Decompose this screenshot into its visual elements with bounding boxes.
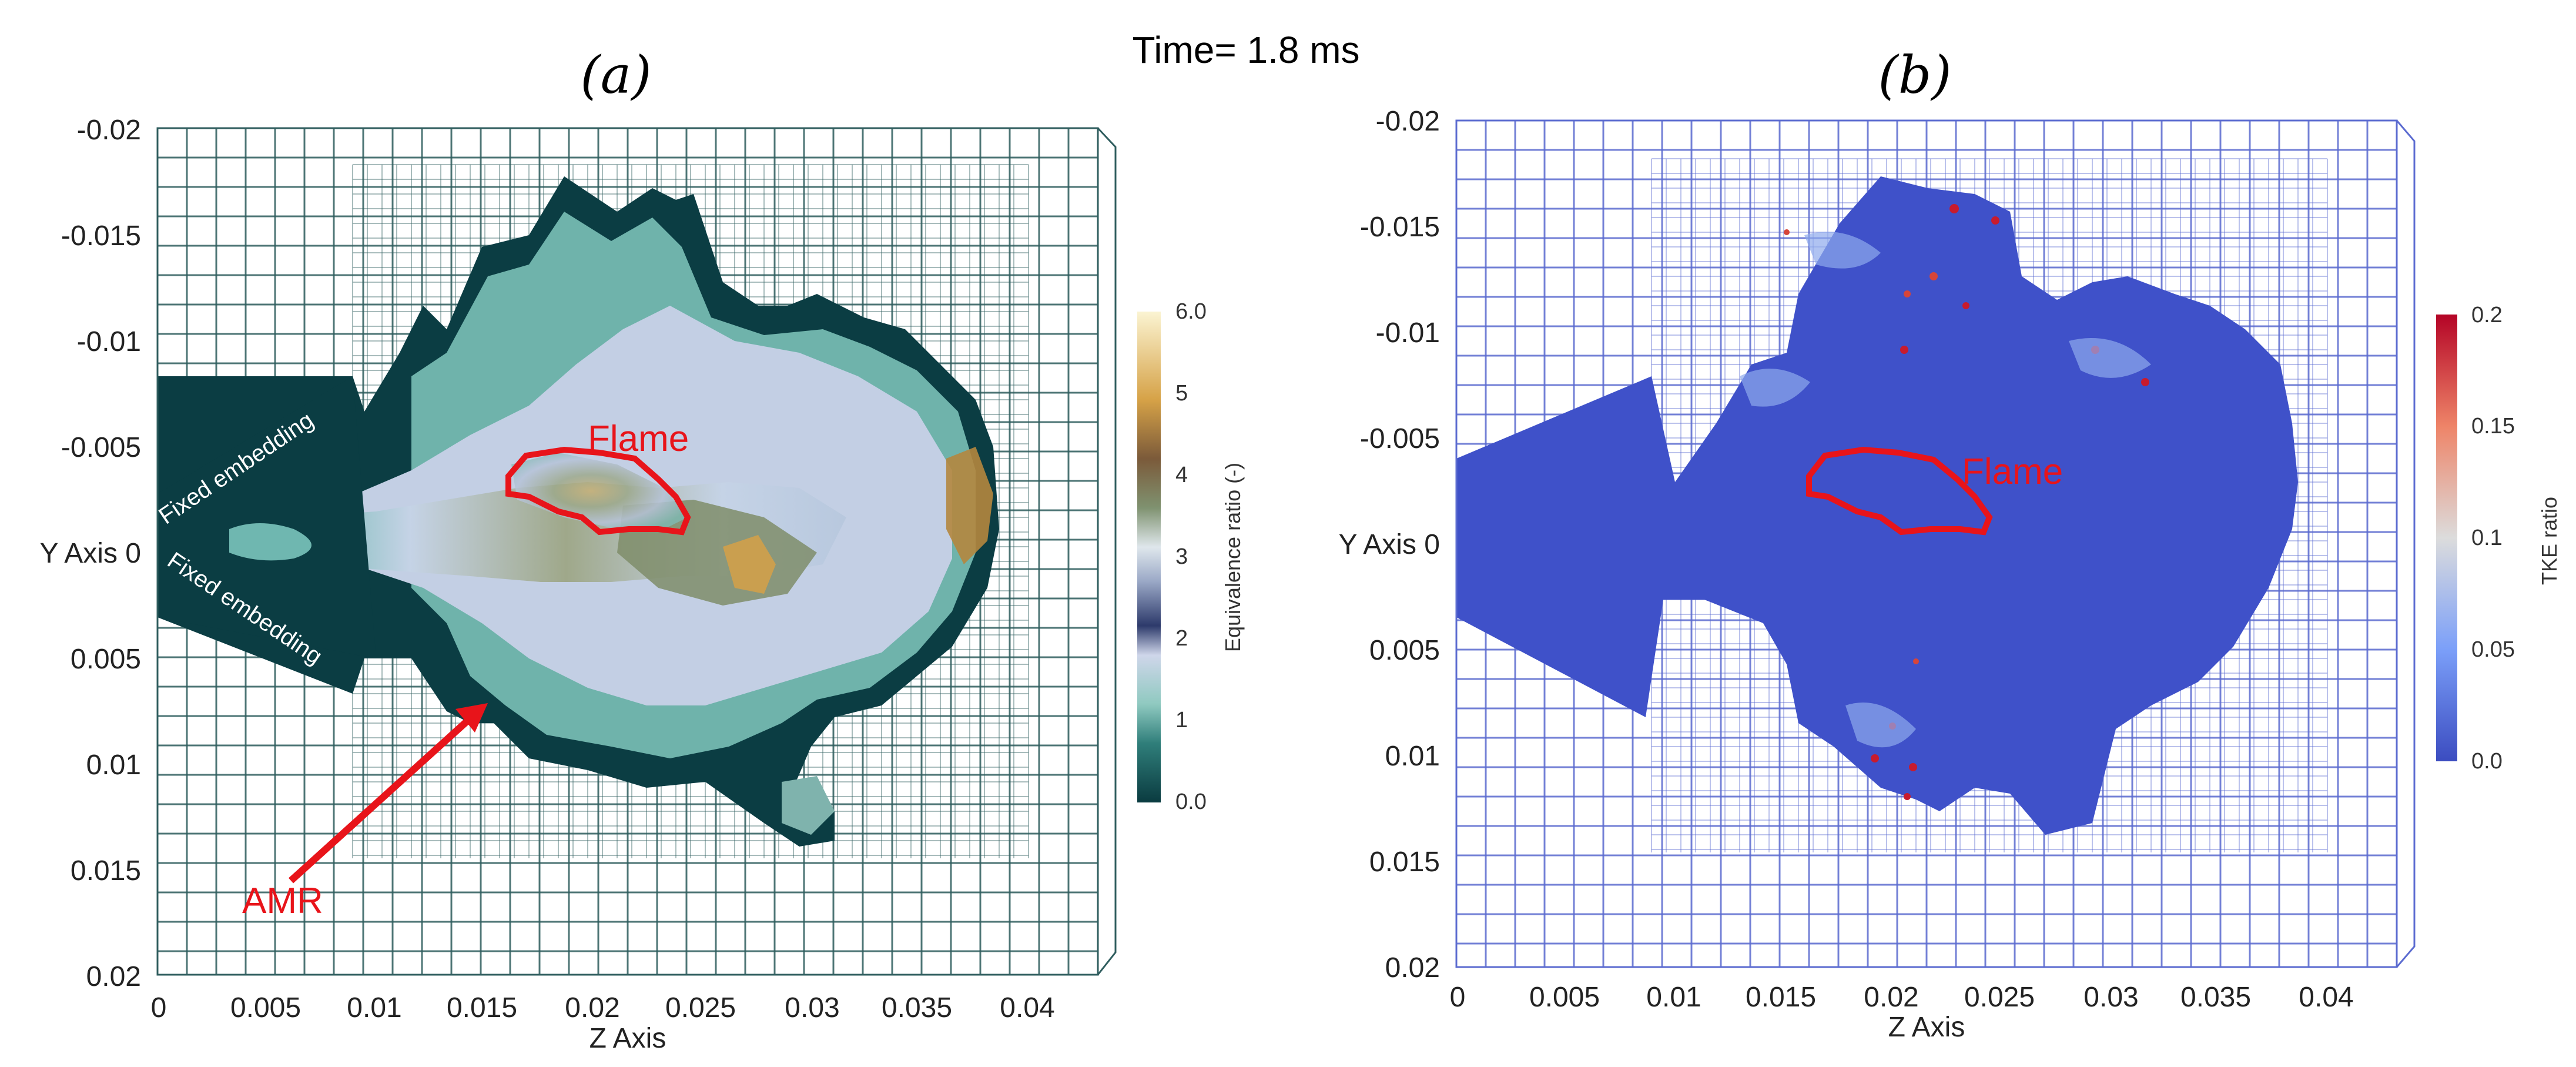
tke-hotspot	[1962, 302, 1969, 309]
x-axis-b: 0 0.005 0.01 0.015 0.02 0.025 0.03 0.035…	[1450, 982, 2354, 1043]
y-tick-label: 0.01	[1385, 741, 1440, 772]
tke-hotspot	[1784, 229, 1790, 235]
x-axis-title: Z Axis	[589, 1023, 666, 1054]
x-tick-label: 0.04	[2299, 982, 2353, 1013]
tke-hotspot	[1871, 754, 1879, 762]
y-tick-label: -0.01	[77, 326, 141, 357]
y-tick-label: -0.01	[1376, 317, 1440, 349]
colorbar-tick: 0.2	[2471, 303, 2503, 327]
y-tick-label: -0.005	[61, 432, 141, 463]
y-tick-label: 0.02	[1385, 952, 1440, 984]
x-tick-label: 0.02	[565, 992, 619, 1023]
x-tick-label: 0	[151, 992, 167, 1023]
x-tick-label: 0.015	[447, 992, 517, 1023]
colorbar-b: 0.2 0.15 0.1 0.05 0.0 TKE ratio	[2436, 303, 2561, 774]
flame-label-b: Flame	[1962, 451, 2063, 492]
amr-label: AMR	[242, 881, 323, 921]
panel-b: Flame (b) -0.02 -0.015 -0.01 -0.005 Y Ax…	[1338, 45, 2561, 1043]
x-tick-label: 0.035	[882, 992, 952, 1023]
y-tick-label: -0.02	[1376, 106, 1440, 137]
fixed-embedding-left	[158, 376, 376, 658]
panel-a: Flame AMR Fixed embedding Fixed embeddin…	[39, 45, 1245, 1054]
tke-hotspot	[2141, 378, 2149, 386]
colorbar-tick: 6.0	[1175, 299, 1207, 324]
domain-frame-b	[1455, 119, 2398, 968]
x-axis-a: 0 0.005 0.01 0.015 0.02 0.025 0.03 0.035…	[151, 992, 1055, 1054]
colorbar-label-b: TKE ratio	[2537, 497, 2561, 585]
x-axis-title: Z Axis	[1888, 1012, 1965, 1043]
tke-hotspot	[1991, 216, 1999, 225]
y-tick-label: -0.005	[1360, 423, 1440, 454]
y-tick-label: 0.015	[71, 855, 141, 887]
colorbar-tick: 0.05	[2471, 637, 2515, 662]
x-tick-label: 0.01	[1646, 982, 1701, 1013]
colorbar-label-a: Equivalence ratio (-)	[1221, 463, 1245, 652]
y-tick-label: 0.015	[1369, 847, 1440, 878]
colorbar-a: 6.0 5 4 3 2 1 0.0 Equivalence ratio (-)	[1137, 299, 1245, 814]
colorbar-tick: 0.1	[2471, 526, 2503, 550]
tke-streak	[1804, 232, 1881, 269]
x-tick-label: 0.04	[1000, 992, 1054, 1023]
tke-hotspot	[1913, 658, 1919, 664]
x-tick-label: 0.025	[1964, 982, 2035, 1013]
x-tick-label: 0.01	[347, 992, 401, 1023]
colorbar-tick: 2	[1175, 626, 1188, 651]
x-tick-label: 0.03	[2083, 982, 2138, 1013]
tke-streak	[1845, 703, 1916, 748]
flame-label-a: Flame	[588, 419, 689, 459]
tke-hotspot	[1904, 793, 1911, 800]
x-tick-label: 0.02	[1864, 982, 1918, 1013]
amr-arrow-line	[288, 715, 473, 884]
tke-light-streaks	[1740, 232, 2151, 748]
x-tick-label: 0.005	[230, 992, 301, 1023]
tke-streak	[2069, 338, 2151, 378]
tke-hotspot	[1949, 204, 1959, 213]
x-tick-label: 0.025	[665, 992, 736, 1023]
jet-inlet	[229, 523, 311, 561]
domain-edge-a	[1097, 127, 1117, 975]
x-tick-label: 0.03	[785, 992, 839, 1023]
x-tick-label: 0.015	[1746, 982, 1816, 1013]
colorbar-tick: 0.0	[2471, 749, 2503, 774]
panel-label-b: (b)	[1878, 45, 1952, 105]
domain-edge-b	[2396, 120, 2416, 968]
colorbar-gradient-a	[1137, 312, 1161, 802]
tke-hotspot	[1904, 290, 1911, 297]
x-tick-label: 0	[1450, 982, 1466, 1013]
domain-frame-a	[156, 127, 1099, 976]
y-axis-b: -0.02 -0.015 -0.01 -0.005 Y Axis 0 0.005…	[1338, 106, 1440, 984]
y-tick-label: 0.005	[71, 644, 141, 675]
y-tick-label: -0.02	[77, 115, 141, 146]
y-tick-label: 0.01	[86, 750, 141, 781]
tke-hotspot	[1900, 346, 1908, 354]
y-tick-label: -0.015	[61, 220, 141, 252]
colorbar-tick: 5	[1175, 381, 1188, 406]
colorbar-tick: 0.15	[2471, 414, 2515, 439]
y-tick-label: 0.02	[86, 961, 141, 992]
y-tick-label: 0.005	[1369, 635, 1440, 666]
colorbar-tick: 1	[1175, 708, 1188, 732]
colorbar-tick: 3	[1175, 544, 1188, 569]
y-axis-title-zero: Y Axis 0	[39, 538, 141, 569]
hot-spot-right	[946, 447, 993, 564]
tke-hotspot	[1930, 272, 1938, 280]
y-tick-label: -0.015	[1360, 212, 1440, 243]
x-tick-label: 0.005	[1529, 982, 1600, 1013]
time-label: Time= 1.8 ms	[1132, 29, 1359, 71]
hot-spot-center	[723, 535, 776, 594]
panel-label-a: (a)	[580, 45, 651, 105]
tke-streak	[1740, 369, 1810, 407]
colorbar-tick: 4	[1175, 463, 1188, 487]
amr-arrow-head	[455, 703, 488, 732]
y-axis-title-zero: Y Axis 0	[1338, 529, 1440, 560]
flame-contour-a	[505, 446, 691, 536]
y-axis-a: -0.02 -0.015 -0.01 -0.005 Y Axis 0 0.005…	[39, 115, 141, 992]
colorbar-tick: 0.0	[1175, 790, 1207, 814]
tke-hotspot	[1909, 763, 1917, 771]
x-tick-label: 0.035	[2180, 982, 2251, 1013]
flame-contour-b	[1806, 446, 1993, 536]
colorbar-gradient-b	[2436, 315, 2457, 761]
lower-plume	[782, 776, 835, 835]
